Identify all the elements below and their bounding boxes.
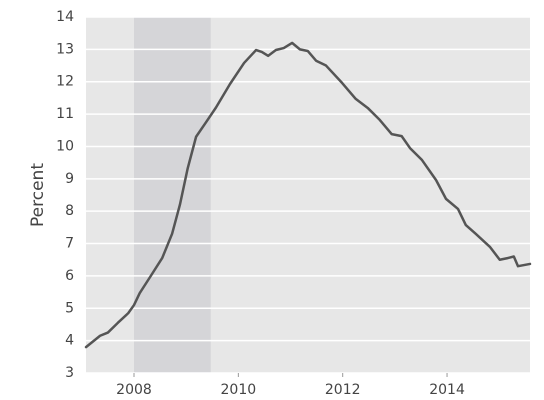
y-tick-label: 13	[56, 41, 74, 57]
x-tick-label: 2014	[429, 382, 465, 398]
x-tick-label: 2012	[325, 382, 361, 398]
shaded-period	[134, 17, 211, 373]
y-tick-label: 12	[56, 74, 74, 90]
x-tick-label: 2010	[221, 382, 257, 398]
y-tick-label: 10	[56, 138, 74, 154]
y-tick-label: 3	[65, 365, 74, 381]
y-tick-label: 4	[65, 333, 74, 349]
y-axis-label: Percent	[28, 163, 48, 227]
y-tick-label: 11	[56, 106, 74, 122]
y-tick-label: 6	[65, 268, 74, 284]
y-tick-label: 9	[65, 171, 74, 187]
x-tick-label: 2008	[116, 382, 152, 398]
y-tick-label: 5	[65, 300, 74, 316]
y-tick-label: 8	[65, 203, 74, 219]
data-line	[84, 41, 532, 349]
y-tick-label: 14	[56, 9, 74, 25]
y-tick-label: 7	[65, 236, 74, 252]
